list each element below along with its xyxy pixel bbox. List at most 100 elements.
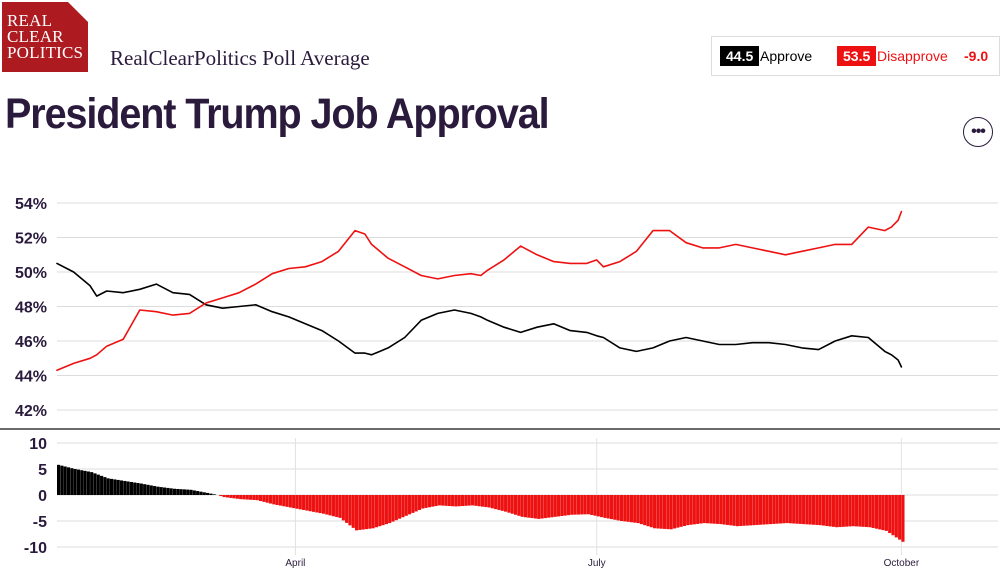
spread-bar — [232, 495, 236, 499]
spread-bar — [894, 495, 898, 538]
spread-bar — [626, 495, 630, 522]
spread-bar — [557, 495, 561, 517]
spread-bar — [206, 492, 210, 495]
spread-bar — [368, 495, 372, 529]
spread-bar — [119, 480, 124, 495]
spread-bar — [643, 495, 647, 526]
spread-bar — [484, 495, 488, 508]
spread-bar — [656, 495, 660, 529]
spread-bar — [305, 495, 309, 511]
spread-bar — [441, 495, 445, 506]
spread-bar — [755, 495, 759, 525]
spread-bar — [318, 495, 322, 514]
spread-bar — [758, 495, 763, 525]
spread-bar — [570, 495, 574, 515]
spread-bar — [788, 495, 792, 524]
spread-tick-label: -5 — [33, 514, 47, 531]
spread-bar — [881, 495, 885, 531]
disapprove-label: Disapprove — [877, 48, 948, 64]
spread-bar — [258, 495, 263, 502]
spread-bar — [447, 495, 451, 507]
spread-bar — [460, 495, 465, 507]
spread-bar — [66, 467, 71, 495]
spread-bar — [772, 495, 776, 524]
spread-bar — [265, 495, 269, 503]
spread-bar — [404, 495, 408, 516]
spread-bar — [596, 495, 600, 517]
spread-bar — [795, 495, 799, 524]
spread-bar — [715, 495, 720, 524]
x-tick-label: July — [588, 558, 606, 569]
spread-bar — [825, 495, 829, 526]
spread-bar — [275, 495, 279, 505]
more-options-button[interactable]: ••• — [963, 117, 993, 147]
spread-bar — [328, 495, 332, 516]
spread-bar — [480, 495, 484, 507]
y-tick-label: 52% — [15, 231, 47, 248]
y-tick-label: 50% — [15, 265, 47, 282]
spread-bar — [530, 495, 534, 519]
spread-bar — [768, 495, 773, 525]
spread-bar — [732, 495, 736, 526]
spread-bar — [70, 468, 74, 495]
approve-label: Approve — [760, 48, 813, 64]
spread-bar — [739, 495, 743, 526]
spread-bar — [593, 495, 597, 516]
spread-bar — [358, 495, 362, 530]
spread-bar — [722, 495, 726, 525]
spread-bar — [623, 495, 627, 522]
spread-bar — [262, 495, 266, 502]
y-tick-label: 44% — [15, 369, 47, 386]
spread-bar — [696, 495, 700, 524]
spread-bar — [507, 495, 511, 513]
spread-tick-label: 0 — [38, 488, 47, 505]
spread-bar — [255, 495, 259, 501]
spread-bar — [871, 495, 875, 528]
spread-bar — [576, 495, 581, 515]
spread-bar — [709, 495, 713, 524]
spread-bar — [444, 495, 448, 506]
spread-bar — [348, 495, 352, 526]
spread-bar — [792, 495, 796, 524]
series-line-approve — [56, 262, 903, 368]
spread-bar — [427, 495, 432, 508]
spread-bar — [629, 495, 633, 523]
spread-bar — [659, 495, 663, 529]
spread-bar — [805, 495, 809, 525]
spread-bar — [73, 469, 77, 495]
spread-bar — [361, 495, 365, 530]
rcp-logo[interactable]: REAL CLEAR POLITICS — [2, 2, 88, 72]
spread-bar — [398, 495, 402, 519]
y-tick-label: 46% — [15, 334, 47, 351]
page-subtitle: RealClearPolitics Poll Average — [110, 46, 370, 70]
spread-bar — [189, 489, 193, 495]
spread-bar — [719, 495, 723, 525]
spread-bar — [845, 495, 849, 527]
spread-bar — [219, 495, 223, 497]
spread-bar — [613, 495, 617, 520]
spread-bar — [143, 484, 147, 495]
spread-bar — [249, 495, 253, 500]
spread-bar — [268, 495, 273, 504]
spread-bar — [196, 491, 200, 495]
spread-bar — [520, 495, 524, 517]
spread-bar — [706, 495, 710, 524]
spread-bar — [90, 472, 94, 495]
spread-bar — [156, 486, 160, 495]
spread-bar — [547, 495, 551, 518]
poll-summary-box: 44.5 Approve 53.5 Disapprove -9.0 — [711, 36, 1000, 76]
spread-bar — [563, 495, 567, 516]
spread-bar — [351, 495, 355, 528]
spread-bar — [702, 495, 706, 524]
spread-bar — [467, 495, 471, 506]
spread-bar — [345, 495, 349, 523]
spread-bar — [126, 481, 130, 495]
spread-bar — [129, 482, 133, 495]
spread-bar — [679, 495, 683, 527]
spread-bar — [106, 478, 110, 495]
spread-bar — [202, 492, 206, 495]
spread-bar — [523, 495, 528, 518]
spread-bar — [437, 495, 441, 506]
spread-bar — [811, 495, 816, 525]
spread-bar — [388, 495, 392, 524]
